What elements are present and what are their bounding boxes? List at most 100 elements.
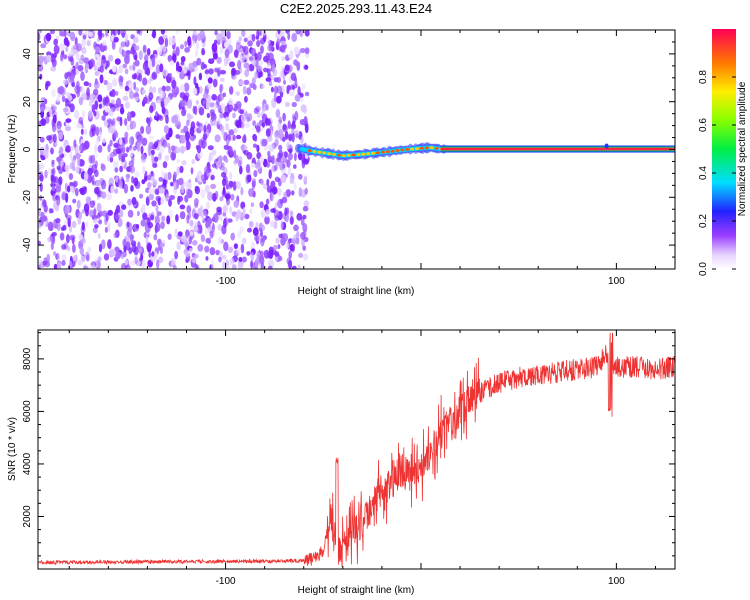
noise-blob [220,70,226,75]
noise-blob [270,220,275,227]
noise-blob [56,97,60,103]
noise-blob [160,221,165,229]
noise-blob [115,251,121,259]
noise-blob [178,231,183,236]
noise-blob [176,61,180,70]
noise-blob [185,252,191,257]
noise-blob [192,34,197,41]
noise-blob [72,237,75,245]
noise-blob [250,252,254,262]
noise-blob [129,160,135,167]
noise-blob [129,136,134,145]
noise-blob [261,209,266,218]
carrier-core [332,153,336,156]
noise-blob [254,235,259,241]
noise-blob [296,133,299,138]
noise-blob [47,55,52,63]
noise-blob [118,180,123,189]
noise-blob [259,156,264,163]
noise-blob [249,221,254,228]
snr-x-tick-label: -100 [216,576,236,587]
noise-blob [98,27,102,37]
noise-blob [291,124,296,130]
spectrogram-y-tick-label: 20 [22,96,33,108]
noise-blob [123,96,129,102]
noise-blob [185,229,189,237]
noise-blob [235,213,239,222]
noise-blob [240,187,243,195]
noise-blob [249,208,252,214]
noise-blob [55,218,60,223]
noise-blob [229,86,233,95]
noise-blob [98,233,101,239]
noise-blob [110,186,114,194]
noise-blob [124,118,127,126]
noise-blob [211,259,214,269]
carrier-core [386,150,390,153]
noise-blob [170,37,176,46]
carrier-core [391,150,395,153]
noise-blob [58,132,63,140]
noise-blob [63,79,68,85]
noise-blob [99,104,102,109]
noise-blob [115,58,121,65]
noise-blob [230,233,235,241]
noise-blob [286,160,290,168]
noise-blob [51,169,55,175]
noise-blob [60,31,66,37]
noise-blob [80,54,84,60]
noise-blob [63,108,68,113]
noise-blob [162,69,168,77]
noise-blob [261,179,264,185]
noise-blob [87,39,92,46]
noise-blob [298,174,303,180]
noise-blob [86,87,90,97]
noise-blob [287,258,292,265]
noise-blob [141,146,144,155]
noise-blob [125,53,130,60]
noise-blob [192,240,198,246]
spectrogram-y-tick-label: -20 [22,190,33,205]
noise-blob [39,174,43,182]
noise-blob [56,252,59,261]
snr-x-tick-label: 100 [608,576,625,587]
noise-blob [146,242,152,251]
noise-blob [200,189,205,199]
noise-blob [199,224,202,232]
noise-blob [165,133,170,140]
noise-blob [134,97,138,102]
noise-blob [115,91,118,96]
noise-blob [194,213,199,219]
noise-blob [229,172,232,179]
noise-blob [44,170,47,179]
noise-blob [135,87,139,93]
noise-blob [84,141,90,150]
noise-blob [246,251,250,256]
noise-blob [262,139,268,147]
noise-blob [189,115,193,119]
noise-blob [106,192,112,200]
noise-blob [225,123,229,130]
noise-blob [113,143,118,148]
noise-blob [133,37,139,43]
noise-blob [264,250,270,259]
noise-blob [138,73,142,82]
colorbar-tick-label: 0.6 [698,118,709,132]
snr-y-tick-label: 2000 [22,505,33,528]
noise-blob [187,189,193,198]
noise-blob [196,58,201,66]
noise-blob [72,199,76,204]
noise-blob [208,58,211,62]
noise-blob [188,40,192,49]
noise-blob [59,43,65,52]
noise-blob [67,52,72,57]
noise-blob [292,114,295,120]
noise-blob [254,53,257,60]
noise-blob [111,99,115,104]
noise-blob [133,177,138,186]
noise-blob [219,113,224,119]
noise-blob [247,40,253,46]
carrier-core [317,151,321,154]
noise-blob [148,142,154,149]
noise-blob [180,185,184,194]
